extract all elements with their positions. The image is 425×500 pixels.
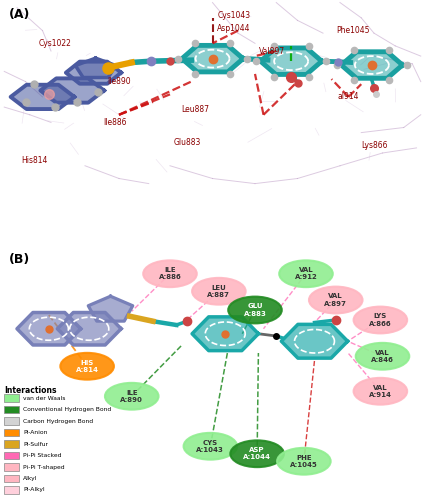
Text: Alkyl: Alkyl <box>23 476 38 481</box>
Text: VAL
A:897: VAL A:897 <box>324 294 347 306</box>
FancyBboxPatch shape <box>4 475 19 482</box>
Text: Conventional Hydrogen Bond: Conventional Hydrogen Bond <box>23 407 112 412</box>
FancyBboxPatch shape <box>4 428 19 436</box>
FancyBboxPatch shape <box>4 417 19 424</box>
Polygon shape <box>11 85 74 109</box>
Text: Pi-Alkyl: Pi-Alkyl <box>23 488 45 492</box>
Text: VAL
A:846: VAL A:846 <box>371 350 394 363</box>
Ellipse shape <box>279 260 333 287</box>
Text: HIS
A:814: HIS A:814 <box>76 360 99 373</box>
Text: CYS
A:1043: CYS A:1043 <box>196 440 224 453</box>
Ellipse shape <box>184 433 237 460</box>
Text: His814: His814 <box>21 156 47 165</box>
Ellipse shape <box>309 286 363 314</box>
Text: Interactions: Interactions <box>4 386 57 395</box>
Ellipse shape <box>228 296 282 324</box>
Text: Ile886: Ile886 <box>103 118 127 127</box>
Text: Carbon Hydrogen Bond: Carbon Hydrogen Bond <box>23 418 94 424</box>
Text: PHE
A:1045: PHE A:1045 <box>290 455 318 468</box>
Ellipse shape <box>354 306 407 334</box>
Text: ILE
A:886: ILE A:886 <box>159 267 181 280</box>
FancyBboxPatch shape <box>4 440 19 448</box>
Text: Pi-Pi T-shaped: Pi-Pi T-shaped <box>23 464 65 469</box>
FancyBboxPatch shape <box>4 486 19 494</box>
Text: ILE
A:890: ILE A:890 <box>120 390 143 403</box>
Text: Pi-Pi Stacked: Pi-Pi Stacked <box>23 453 62 458</box>
Text: GLU
A:883: GLU A:883 <box>244 304 266 316</box>
Text: ASP
A:1044: ASP A:1044 <box>243 447 271 460</box>
Text: Phe1045: Phe1045 <box>336 26 369 35</box>
Ellipse shape <box>60 353 114 380</box>
Ellipse shape <box>356 343 409 369</box>
Text: Cys1043: Cys1043 <box>217 11 250 20</box>
Text: (B): (B) <box>8 252 30 266</box>
FancyBboxPatch shape <box>4 463 19 471</box>
Ellipse shape <box>277 448 331 474</box>
Ellipse shape <box>192 278 246 304</box>
Polygon shape <box>75 58 116 78</box>
Text: VAL
A:914: VAL A:914 <box>369 385 392 398</box>
Ellipse shape <box>143 260 197 287</box>
Text: Lys866: Lys866 <box>361 141 387 150</box>
Polygon shape <box>66 62 121 84</box>
Polygon shape <box>88 296 133 321</box>
Polygon shape <box>341 52 402 78</box>
Polygon shape <box>40 78 104 102</box>
Text: al914: al914 <box>338 92 359 102</box>
Text: van der Waals: van der Waals <box>23 396 66 400</box>
FancyBboxPatch shape <box>4 452 19 459</box>
Text: Cys1022: Cys1022 <box>39 39 72 48</box>
Text: LEU
A:887: LEU A:887 <box>207 285 230 298</box>
Ellipse shape <box>354 378 407 404</box>
Polygon shape <box>192 317 258 350</box>
Text: VAL
A:912: VAL A:912 <box>295 267 317 280</box>
Text: Leu887: Leu887 <box>181 105 210 114</box>
FancyBboxPatch shape <box>4 406 19 413</box>
Polygon shape <box>57 312 121 345</box>
FancyBboxPatch shape <box>4 394 19 402</box>
Ellipse shape <box>105 383 159 409</box>
Polygon shape <box>17 312 81 345</box>
Text: LYS
A:866: LYS A:866 <box>369 314 392 326</box>
Text: (A): (A) <box>8 8 30 20</box>
Polygon shape <box>281 324 348 358</box>
Text: Glu883: Glu883 <box>173 138 201 147</box>
Text: Pi-Anion: Pi-Anion <box>23 430 48 435</box>
Text: Val897: Val897 <box>259 46 285 56</box>
Text: Ile890: Ile890 <box>107 77 131 86</box>
Text: Asp1044: Asp1044 <box>217 24 250 32</box>
Polygon shape <box>261 48 322 74</box>
Text: Pi-Sulfur: Pi-Sulfur <box>23 442 48 446</box>
Ellipse shape <box>230 440 284 467</box>
Polygon shape <box>182 46 243 72</box>
